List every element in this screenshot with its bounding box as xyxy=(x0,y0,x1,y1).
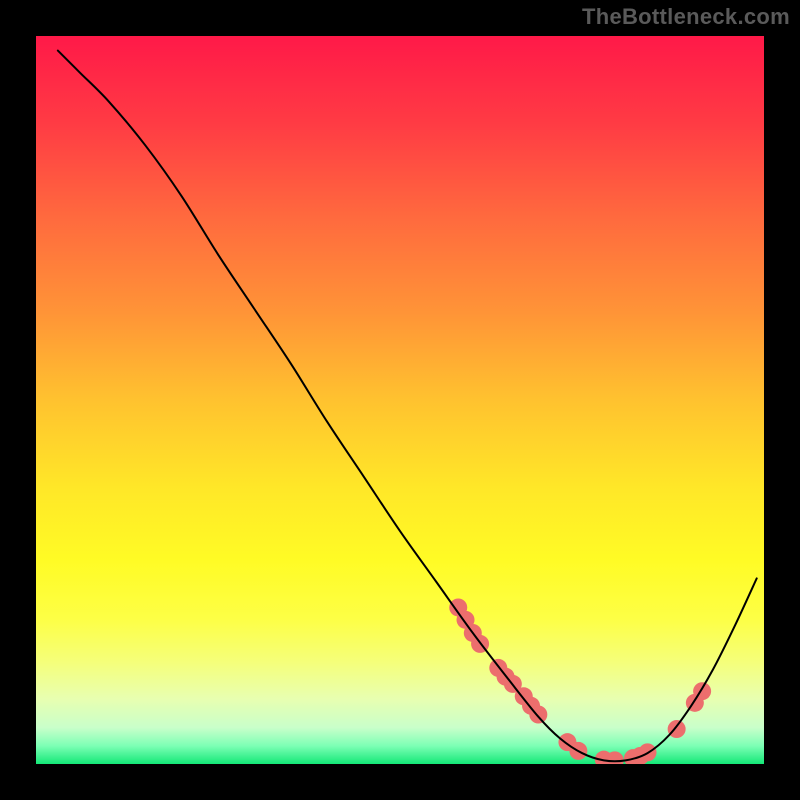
chart-frame: TheBottleneck.com xyxy=(0,0,800,800)
plot-svg xyxy=(36,36,764,764)
data-marker xyxy=(668,720,686,738)
attribution-label: TheBottleneck.com xyxy=(582,4,790,30)
plot-area xyxy=(36,36,764,764)
